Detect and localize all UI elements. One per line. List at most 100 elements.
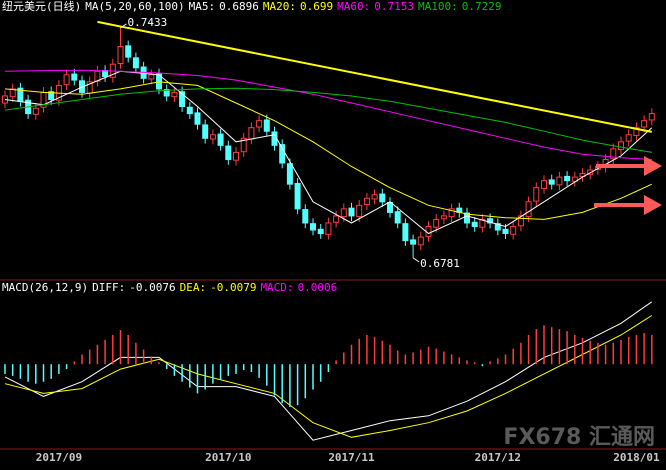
- high-pointer: [120, 23, 127, 29]
- candle-body: [448, 208, 455, 218]
- candle-body: [225, 145, 232, 160]
- candle-body: [541, 180, 547, 189]
- legend-text: 0.7153: [374, 0, 414, 13]
- candle-body: [310, 223, 316, 231]
- candle-body: [132, 57, 139, 69]
- candle-body: [510, 225, 517, 235]
- candle-body: [533, 187, 540, 202]
- legend-text: -0.0079: [210, 281, 256, 294]
- candle-body: [340, 208, 347, 218]
- low-pointer: [412, 257, 420, 263]
- macd-line: [4, 301, 653, 441]
- candle-body: [233, 151, 239, 161]
- legend-text: MA(5,20,60,100): [85, 0, 184, 13]
- candle-body: [379, 193, 386, 203]
- candle-body: [633, 127, 640, 136]
- candle-body: [202, 124, 209, 139]
- candle-body: [402, 223, 409, 242]
- candle-body: [648, 113, 655, 121]
- candle-body: [263, 119, 270, 132]
- ma-line: [4, 70, 653, 235]
- candle-body: [517, 215, 524, 227]
- macd-line: [4, 315, 653, 438]
- candle-body: [148, 74, 155, 80]
- candle-body: [348, 207, 355, 217]
- legend-text: 0.7229: [462, 0, 502, 13]
- candle-body: [417, 236, 424, 246]
- candle-body: [48, 91, 55, 100]
- candle-body: [286, 163, 293, 185]
- candle-body: [494, 223, 501, 231]
- x-tick-label: 2017/09: [36, 451, 82, 464]
- legend-text: MACD:: [260, 281, 293, 294]
- candle-body: [363, 197, 370, 206]
- candle-body: [387, 202, 393, 213]
- candle-body: [410, 239, 417, 245]
- candle-body: [179, 91, 186, 108]
- legend-text: 0.0006: [298, 281, 338, 294]
- candle-body: [556, 176, 563, 186]
- x-tick-label: 2017/11: [328, 451, 375, 464]
- candle-body: [317, 228, 324, 235]
- candle-body: [294, 182, 301, 210]
- candle-body: [548, 179, 555, 185]
- legend-text: MA20:: [263, 0, 296, 13]
- candle-body: [471, 221, 478, 227]
- legend-text: 0.699: [300, 0, 333, 13]
- candle-body: [240, 137, 247, 153]
- candle-body: [117, 46, 124, 65]
- candle-body: [371, 194, 378, 200]
- candle-body: [32, 107, 39, 115]
- candle-body: [279, 144, 286, 164]
- candle-body: [325, 222, 332, 235]
- candle-body: [394, 211, 401, 224]
- candle-body: [125, 45, 132, 58]
- candle-body: [356, 204, 363, 218]
- candle-body: [9, 88, 16, 98]
- marks: 2017/09 2017/10 2017/11 2017/12 2018/01 0.743…: [2, 16, 660, 464]
- legend-text: -0.0076: [129, 281, 175, 294]
- x-tick-label: 2018/01: [613, 451, 660, 464]
- low-label: 0.6781: [420, 257, 460, 270]
- candle-body: [610, 148, 617, 160]
- candle-body: [333, 215, 340, 223]
- candle-body: [186, 106, 193, 115]
- legend-text: MA5:: [189, 0, 216, 13]
- candle-body: [625, 134, 632, 142]
- ma-line: [4, 69, 652, 160]
- candle-body: [433, 218, 440, 228]
- candle-body: [71, 73, 78, 81]
- ma-line: [4, 81, 653, 220]
- candle-body: [248, 127, 255, 140]
- legend-text: 0.6896: [219, 0, 259, 13]
- candle-body: [525, 201, 532, 218]
- candle-body: [194, 112, 201, 125]
- candle-body: [564, 175, 571, 182]
- candle-body: [641, 120, 648, 128]
- legend-text: MA60:: [337, 0, 370, 13]
- arrow-head: [644, 156, 662, 176]
- arrow-head: [644, 195, 662, 215]
- x-tick-label: 2017/12: [475, 451, 521, 464]
- candle-body: [171, 91, 178, 98]
- legend-text: DIFF:: [92, 281, 125, 294]
- candle-body: [163, 89, 170, 97]
- legend-text: DEA:: [180, 281, 207, 294]
- candle-body: [571, 176, 578, 182]
- candle-body: [479, 218, 486, 228]
- candle-body: [464, 212, 470, 224]
- candle-body: [256, 120, 263, 128]
- x-tick-label: 2017/10: [205, 451, 251, 464]
- legend-text: 纽元美元(日线): [2, 0, 81, 13]
- arrow: [594, 195, 662, 215]
- candle-body: [63, 74, 70, 86]
- legend-text: MACD(26,12,9): [2, 281, 88, 294]
- trendline: [97, 20, 652, 133]
- candle-body: [440, 215, 447, 220]
- legend-text: MA100:: [418, 0, 458, 13]
- candle-body: [579, 173, 586, 177]
- watermark: FX678 汇通网: [503, 425, 655, 450]
- candle-body: [618, 141, 624, 151]
- high-label: 0.7433: [128, 16, 168, 29]
